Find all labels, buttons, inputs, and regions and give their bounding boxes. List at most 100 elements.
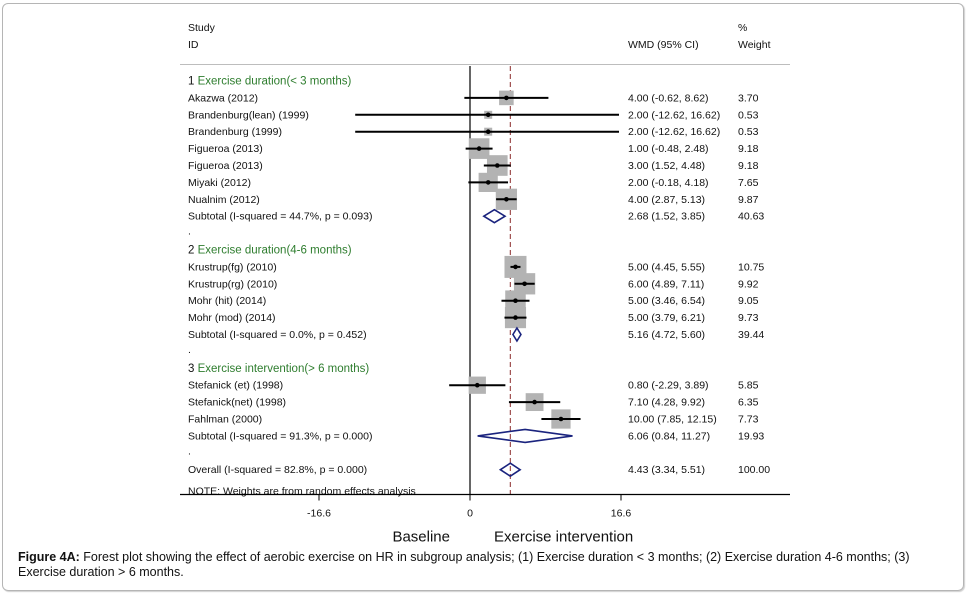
study-weight: 9.18 [738,160,759,172]
study-weight: 10.75 [738,261,764,273]
study-id: Nualnim (2012) [188,194,260,206]
study-wmd-ci: 3.00 (1.52, 4.48) [628,160,705,172]
x-tick-label: -16.6 [307,508,331,520]
study-weight: 0.53 [738,109,759,121]
study-wmd-ci: 10.00 (7.85, 12.15) [628,414,717,426]
x-tick-label: 16.6 [611,508,632,520]
study-wmd-ci: 4.00 (2.87, 5.13) [628,194,705,206]
study-wmd-ci: 0.80 (-2.29, 3.89) [628,380,709,392]
spacer-dot: . [188,445,191,457]
study-weight: 7.73 [738,414,759,426]
study-id: Mohr (hit) (2014) [188,295,266,307]
overall-label: Overall (I-squared = 82.8%, p = 0.000) [188,464,367,476]
study-id: Krustrup(rg) (2010) [188,278,277,290]
caption-label: Figure 4A: [18,550,80,564]
study-weight: 3.70 [738,92,759,104]
point-estimate [513,264,518,270]
study-id: Fahlman (2000) [188,414,262,426]
id-header: ID [188,39,199,51]
overall-wmd-ci: 4.43 (3.34, 5.51) [628,464,705,476]
point-estimate [504,95,509,101]
subtotal-label: Subtotal (I-squared = 44.7%, p = 0.093) [188,211,372,223]
point-estimate [504,197,509,202]
point-estimate [522,281,527,287]
subtotal-weight: 19.93 [738,430,764,442]
subtotal-diamond [482,208,507,224]
study-id: Stefanick (et) (1998) [188,380,283,392]
study-weight: 6.35 [738,397,759,409]
caption-text: Forest plot showing the effect of aerobi… [18,550,910,579]
weights-note: NOTE: Weights are from random effects an… [188,486,416,498]
group-label: Exercise duration(< 3 months) [198,76,352,88]
study-id: Stefanick(net) (1998) [188,397,286,409]
study-weight: 9.73 [738,312,759,324]
group-header: 2 Exercise duration(4-6 months) [188,245,352,257]
group-number: 3 [188,363,198,375]
group-label: Exercise duration(4-6 months) [198,245,352,257]
x-tick-label: 0 [467,508,473,520]
subtotal-wmd-ci: 5.16 (4.72, 5.60) [628,329,705,341]
point-estimate [485,112,491,118]
spacer-dot: . [188,344,191,356]
study-id: Miyaki (2012) [188,177,251,189]
study-weight: 9.92 [738,278,759,290]
point-estimate [476,146,482,151]
study-wmd-ci: 2.00 (-12.62, 16.62) [628,126,720,138]
group-number: 2 [188,245,198,257]
study-wmd-ci: 2.00 (-0.18, 4.18) [628,177,709,189]
overall-diamond [498,462,522,478]
group-header: 1 Exercise duration(< 3 months) [188,76,351,88]
weight-header: Weight [738,39,771,51]
subtotal-diamond [477,428,573,444]
subtotal-wmd-ci: 6.06 (0.84, 11.27) [628,430,710,442]
point-estimate [513,298,518,304]
percent-header: % [738,22,747,34]
study-id: Figueroa (2013) [188,143,263,155]
point-estimate [558,416,564,422]
study-weight: 7.65 [738,177,759,189]
study-weight: 5.85 [738,380,759,392]
subtotal-label: Subtotal (I-squared = 0.0%, p = 0.452) [188,329,367,341]
subtotal-label: Subtotal (I-squared = 91.3%, p = 0.000) [188,430,372,442]
study-wmd-ci: 6.00 (4.89, 7.11) [628,278,704,290]
study-header: Study [188,22,216,34]
point-estimate [485,180,491,185]
figure-caption: Figure 4A: Forest plot showing the effec… [18,550,953,580]
favours-right-label: Exercise intervention [494,529,633,546]
overall-weight: 100.00 [738,464,770,476]
study-wmd-ci: 5.00 (3.79, 6.21) [628,312,705,324]
point-estimate [474,382,480,388]
point-estimate [532,399,537,405]
spacer-dot: . [188,226,191,238]
subtotal-weight: 39.44 [738,329,764,341]
group-number: 1 [188,76,198,88]
study-id: Mohr (mod) (2014) [188,312,276,324]
study-id: Brandenburg (1999) [188,126,282,138]
study-weight: 9.87 [738,194,759,206]
study-weight: 9.05 [738,295,759,307]
study-wmd-ci: 1.00 (-0.48, 2.48) [628,143,709,155]
study-wmd-ci: 7.10 (4.28, 9.92) [628,397,705,409]
subtotal-diamond [511,326,522,343]
study-wmd-ci: 4.00 (-0.62, 8.62) [628,92,709,104]
study-wmd-ci: 2.00 (-12.62, 16.62) [628,109,720,121]
point-estimate [485,129,491,134]
study-weight: 0.53 [738,126,759,138]
favours-left-label: Baseline [392,529,450,546]
wmd-header: WMD (95% CI) [628,39,699,51]
study-id: Krustrup(fg) (2010) [188,261,277,273]
study-id: Brandenburg(lean) (1999) [188,109,309,121]
study-wmd-ci: 5.00 (4.45, 5.55) [628,261,705,273]
subtotal-weight: 40.63 [738,211,764,223]
group-header: 3 Exercise intervention(> 6 months) [188,363,369,375]
point-estimate [513,315,518,320]
study-id: Figueroa (2013) [188,160,263,172]
group-label: Exercise intervention(> 6 months) [198,363,370,375]
study-wmd-ci: 5.00 (3.46, 6.54) [628,295,705,307]
subtotal-wmd-ci: 2.68 (1.52, 3.85) [628,211,705,223]
figure-frame [2,3,964,591]
study-weight: 9.18 [738,143,759,155]
study-id: Akazwa (2012) [188,92,258,104]
forest-plot: Study ID WMD (95% CI)% Weight 1 Exercise dur… [180,22,790,546]
point-estimate [494,163,500,168]
